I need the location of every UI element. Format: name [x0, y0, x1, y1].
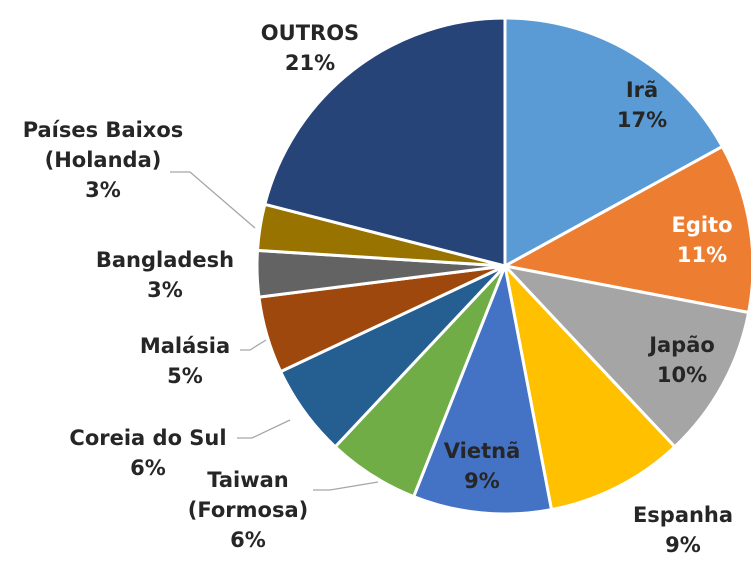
slice-label: Irã 17% — [617, 75, 667, 135]
percent-label: 5% — [167, 364, 203, 388]
slice-label: Egito 11% — [671, 210, 732, 270]
category-name: Egito — [671, 213, 733, 237]
category-name: Bangladesh — [95, 248, 235, 272]
category-name: Vietnã — [443, 439, 521, 463]
category-name: Irã — [625, 78, 659, 102]
pie-slice — [503, 16, 725, 269]
slice-label: Coreia do Sul 6% — [69, 423, 226, 483]
slice-label: Espanha 9% — [633, 500, 733, 560]
category-name: Taiwan (Formosa) — [187, 468, 309, 522]
percent-label: 3% — [147, 278, 183, 302]
slice-label: Vietnã 9% — [444, 436, 520, 496]
percent-label: 10% — [656, 363, 708, 387]
pie-slice — [411, 260, 554, 516]
category-name: Países Baixos (Holanda) — [22, 118, 184, 172]
percent-label: 6% — [130, 456, 166, 480]
category-name: OUTROS — [260, 21, 360, 45]
leader-line — [170, 171, 256, 229]
pie-slice — [502, 261, 677, 512]
pie-slice — [500, 263, 751, 449]
category-name: Malásia — [139, 334, 231, 358]
percent-label: 17% — [616, 108, 668, 132]
leader-line — [237, 419, 291, 439]
pie-slice — [262, 16, 507, 268]
slice-label: Bangladesh 3% — [96, 245, 234, 305]
category-name: Espanha — [632, 503, 734, 527]
leader-line — [240, 339, 267, 351]
slice-label: Japão 10% — [649, 330, 715, 390]
percent-label: 21% — [284, 51, 336, 75]
percent-label: 6% — [230, 528, 266, 552]
slice-label: Países Baixos (Holanda) 3% — [13, 115, 193, 205]
percent-label: 11% — [676, 243, 728, 267]
percent-label: 9% — [665, 533, 701, 557]
leader-line — [313, 481, 379, 491]
slice-label: Taiwan (Formosa) 6% — [183, 465, 313, 555]
percent-label: 3% — [85, 178, 121, 202]
percent-label: 9% — [464, 469, 500, 493]
slice-label: Malásia 5% — [140, 331, 230, 391]
category-name: Coreia do Sul — [69, 426, 227, 450]
category-name: Japão — [649, 333, 715, 357]
slice-label: OUTROS 21% — [261, 18, 359, 78]
